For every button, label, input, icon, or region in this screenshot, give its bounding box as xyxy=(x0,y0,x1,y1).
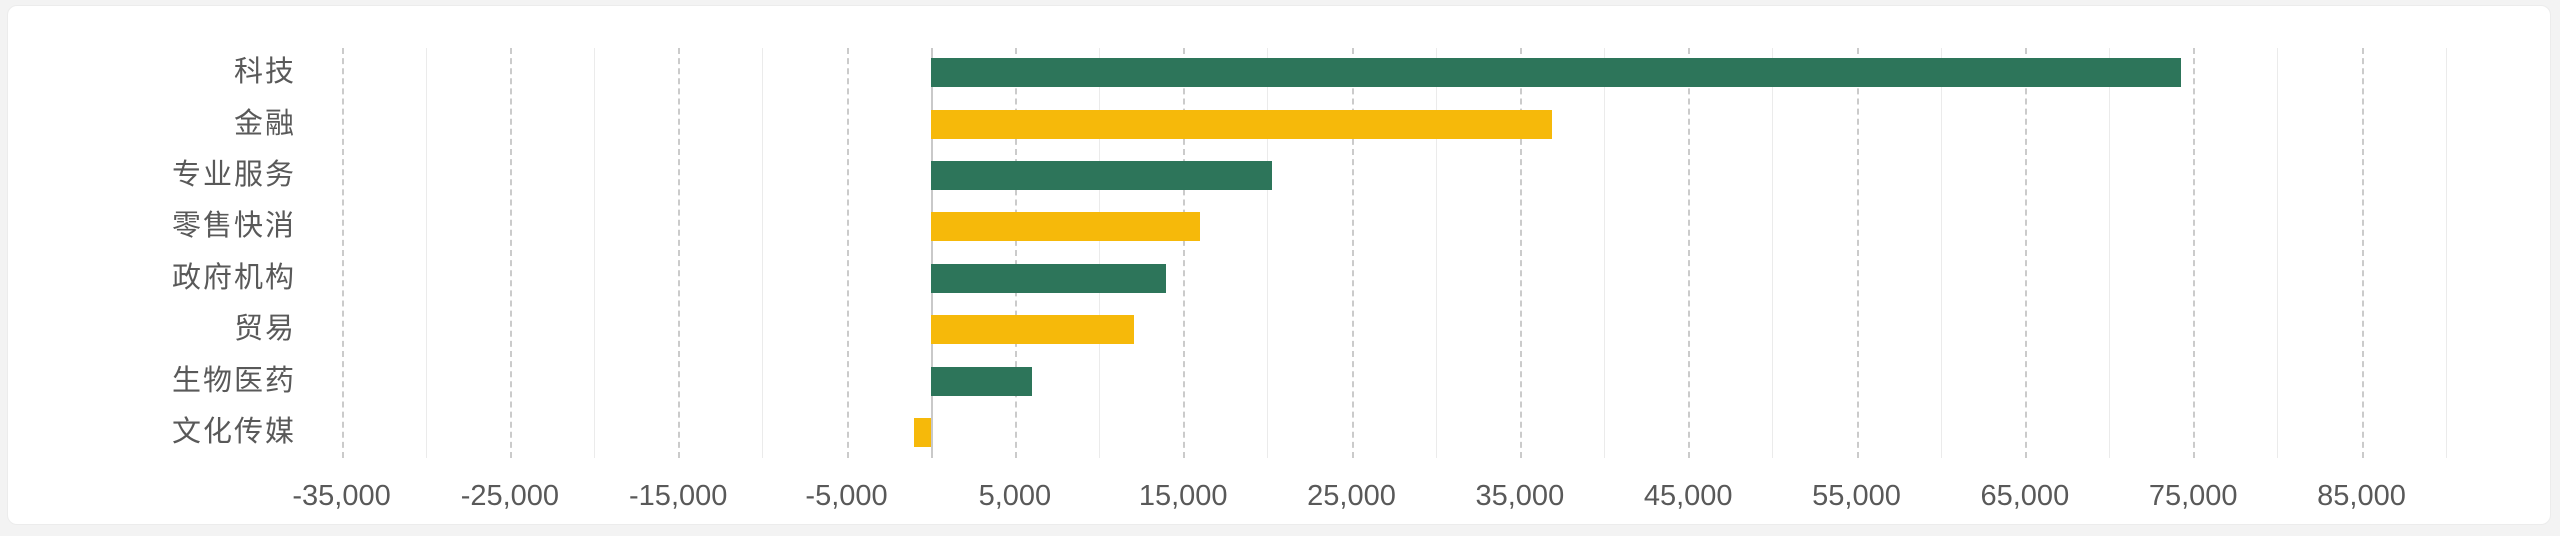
major-gridline xyxy=(1856,48,1859,458)
bar-6[interactable] xyxy=(930,366,1032,396)
minor-gridline xyxy=(594,48,596,458)
bar-7[interactable] xyxy=(913,418,931,448)
x-axis-tick-label: 5,000 xyxy=(978,480,1052,512)
chart-card xyxy=(7,5,2551,525)
x-axis-tick-label: 35,000 xyxy=(1475,480,1565,512)
minor-gridline xyxy=(1604,48,1606,458)
bar-3[interactable] xyxy=(930,212,1200,242)
major-gridline xyxy=(1183,48,1186,458)
minor-gridline xyxy=(1435,48,1437,458)
bar-5[interactable] xyxy=(930,315,1135,345)
x-axis-tick-label: -25,000 xyxy=(460,480,560,512)
x-axis-tick-label: -5,000 xyxy=(805,480,888,512)
x-axis-tick-label: -35,000 xyxy=(292,480,391,512)
major-gridline xyxy=(1519,48,1522,458)
bar-0[interactable] xyxy=(930,58,2182,88)
minor-gridline xyxy=(1267,48,1269,458)
x-axis-tick-label: 65,000 xyxy=(1980,480,2070,512)
major-gridline xyxy=(509,48,512,458)
category-label: 生物医药 xyxy=(171,364,296,397)
zero-axis-line xyxy=(930,48,933,458)
x-axis-tick-label: 85,000 xyxy=(2317,480,2406,512)
minor-gridline xyxy=(2109,48,2110,458)
major-gridline xyxy=(846,48,849,458)
bar-2[interactable] xyxy=(930,160,1273,190)
minor-gridline xyxy=(2445,48,2447,458)
category-label: 文化传媒 xyxy=(171,416,296,449)
minor-gridline xyxy=(425,48,427,458)
major-gridline xyxy=(2024,48,2027,458)
x-axis-tick-label: 45,000 xyxy=(1643,480,1733,512)
minor-gridline xyxy=(1940,48,1942,458)
x-axis-tick-label: 75,000 xyxy=(2148,480,2238,512)
minor-gridline xyxy=(1099,48,1101,458)
category-label: 专业服务 xyxy=(171,158,296,191)
x-axis-tick-label: 25,000 xyxy=(1307,480,1396,512)
category-label: 金融 xyxy=(233,107,296,140)
major-gridline xyxy=(1014,48,1017,458)
bar-1[interactable] xyxy=(930,109,1552,139)
major-gridline xyxy=(1688,48,1691,458)
category-label: 政府机构 xyxy=(171,261,296,294)
minor-gridline xyxy=(1772,48,1774,458)
major-gridline xyxy=(678,48,681,458)
x-axis-tick-label: 55,000 xyxy=(1812,480,1901,512)
category-label: 零售快消 xyxy=(171,210,296,243)
bar-4[interactable] xyxy=(930,263,1167,293)
major-gridline xyxy=(341,48,344,458)
major-gridline xyxy=(2193,48,2196,458)
category-label: 贸易 xyxy=(233,313,296,346)
category-label: 科技 xyxy=(233,56,296,89)
x-axis-tick-label: -15,000 xyxy=(629,480,728,512)
major-gridline xyxy=(1351,48,1354,458)
minor-gridline xyxy=(2277,48,2279,458)
major-gridline xyxy=(2361,48,2364,458)
minor-gridline xyxy=(762,48,764,458)
x-axis-tick-label: 15,000 xyxy=(1138,480,1228,512)
